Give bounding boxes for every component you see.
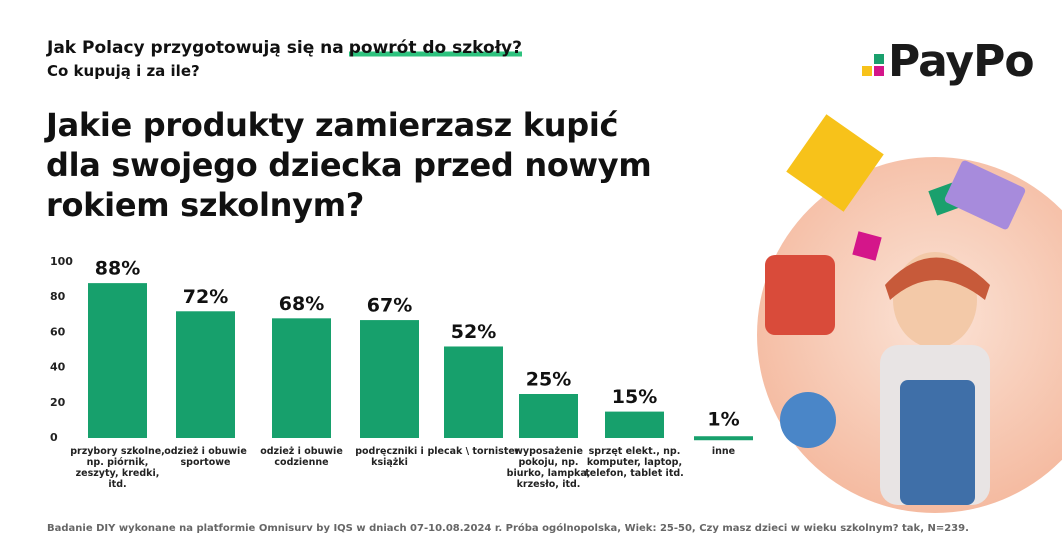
title-highlight: powrót do szkoły?: [348, 38, 522, 58]
value-label: 52%: [451, 321, 496, 343]
bar: [272, 318, 331, 438]
x-tick-label: wyposażenie pokoju, np. biurko, lampka, …: [506, 446, 591, 490]
bar: [176, 311, 235, 438]
value-label: 88%: [95, 258, 140, 280]
x-tick-label: odzież i obuwie sportowe: [164, 446, 247, 468]
bar: [605, 411, 664, 438]
value-label: 68%: [279, 293, 324, 315]
y-tick-label: 0: [50, 431, 58, 444]
y-tick-label: 20: [50, 396, 66, 409]
question-line: rokiem szkolnym?: [46, 186, 364, 224]
x-tick-label: przybory szkolne, np. piórnik, zeszyty, …: [70, 446, 165, 490]
x-tick-label: odzież i obuwie codzienne: [260, 446, 343, 468]
bar: [519, 394, 578, 438]
y-tick-label: 60: [50, 325, 66, 338]
value-label: 72%: [183, 286, 228, 308]
value-label: 1%: [707, 409, 739, 431]
x-tick-label: sprzęt elekt., np. komputer, laptop, tel…: [585, 446, 684, 479]
bar: [694, 436, 753, 441]
logo-text: PayPo: [888, 36, 1035, 87]
x-tick-label: podręczniki i książki: [355, 446, 424, 468]
bar: [88, 283, 147, 438]
title: Jak Polacy przygotowują się na powrót do …: [47, 38, 522, 58]
x-tick-label: plecak \ tornister: [427, 446, 520, 457]
logo: PayPo: [862, 36, 1035, 87]
y-tick-label: 40: [50, 361, 66, 374]
title-text: Jak Polacy przygotowują się na: [47, 38, 344, 58]
footnote: Badanie DIY wykonane na platformie Omnis…: [47, 523, 969, 534]
bar: [360, 320, 419, 438]
logo-icon: [862, 54, 884, 76]
value-label: 25%: [526, 369, 571, 391]
y-tick-label: 80: [50, 290, 66, 303]
subtitle: Co kupują i za ile?: [47, 62, 200, 80]
bar: [444, 346, 503, 438]
y-tick-label: 100: [50, 255, 73, 268]
illustration: [757, 114, 1062, 513]
x-tick-label: inne: [711, 446, 736, 457]
question-line: dla swojego dziecka przed nowym: [46, 146, 652, 184]
value-label: 67%: [367, 295, 412, 317]
value-label: 15%: [612, 386, 657, 408]
question-line: Jakie produkty zamierzasz kupić: [46, 106, 619, 144]
